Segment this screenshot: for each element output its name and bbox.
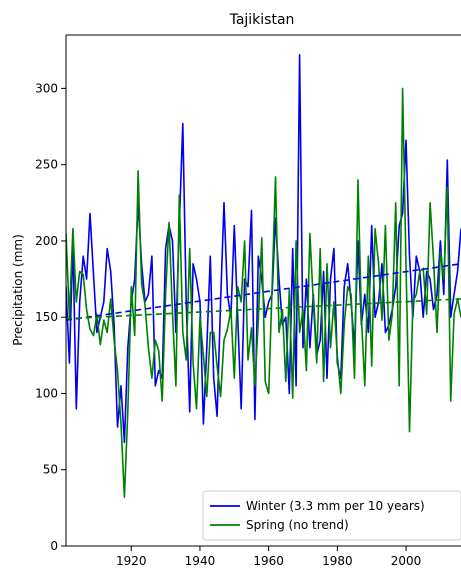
legend: Winter (3.3 mm per 10 years) Spring (no … xyxy=(202,490,461,541)
x-tick-label: 1980 xyxy=(322,554,353,568)
y-tick-label: 200 xyxy=(35,234,58,248)
legend-label-winter: Winter (3.3 mm per 10 years) xyxy=(246,499,425,513)
y-tick-label: 300 xyxy=(35,81,58,95)
x-tick-label: 1960 xyxy=(253,554,284,568)
legend-label-spring: Spring (no trend) xyxy=(246,518,349,532)
x-tick-label: 1940 xyxy=(185,554,216,568)
y-axis-label: Precipitation (mm) xyxy=(11,234,25,346)
chart-title: Tajikistan xyxy=(229,12,295,28)
ticks-layer: 0 50 100 150 200 250 300 1920 1940 1960 1980 2000 xyxy=(35,81,421,568)
axes-layer xyxy=(65,34,461,547)
series-layer xyxy=(66,53,461,499)
series-line-spring xyxy=(66,87,461,499)
y-tick-label: 50 xyxy=(43,463,58,477)
trend-line-spring xyxy=(66,298,461,320)
trend-line-winter xyxy=(66,263,461,321)
y-tick-label: 150 xyxy=(35,310,58,324)
x-tick-label: 2000 xyxy=(391,554,422,568)
y-tick-label: 0 xyxy=(50,539,58,553)
y-tick-label: 250 xyxy=(35,158,58,172)
legend-box xyxy=(202,490,461,541)
x-tick-label: 1920 xyxy=(116,554,147,568)
y-tick-label: 100 xyxy=(35,386,58,400)
